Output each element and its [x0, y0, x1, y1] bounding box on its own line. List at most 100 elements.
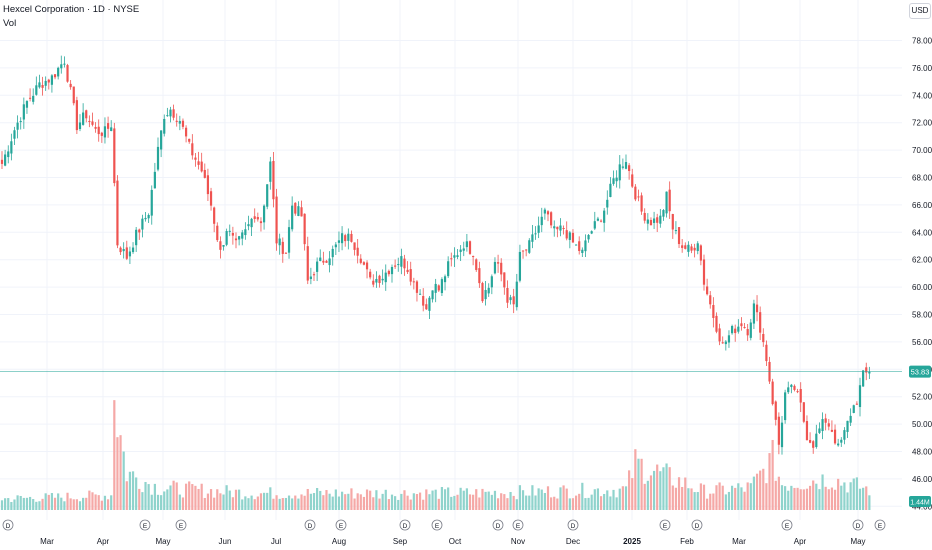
- candle-body[interactable]: [696, 243, 699, 252]
- candle-body[interactable]: [553, 226, 556, 229]
- event-marker[interactable]: [399, 519, 411, 531]
- candle-body[interactable]: [515, 281, 518, 308]
- candle-body[interactable]: [0, 159, 4, 164]
- candle-body[interactable]: [862, 370, 865, 387]
- candle-body[interactable]: [216, 225, 219, 241]
- candle-body[interactable]: [868, 371, 871, 374]
- candle-body[interactable]: [634, 186, 637, 200]
- candle-body[interactable]: [275, 196, 278, 244]
- candle-body[interactable]: [181, 120, 185, 127]
- candle-body[interactable]: [709, 295, 712, 305]
- candle-body[interactable]: [294, 202, 297, 214]
- candle-body[interactable]: [44, 80, 47, 86]
- candle-body[interactable]: [780, 422, 784, 448]
- candle-body[interactable]: [643, 212, 646, 221]
- candle-body[interactable]: [808, 439, 812, 443]
- candle-body[interactable]: [752, 303, 756, 324]
- candle-body[interactable]: [858, 385, 862, 408]
- candle-body[interactable]: [337, 240, 341, 243]
- candle-body[interactable]: [528, 240, 531, 253]
- event-marker[interactable]: [691, 519, 703, 531]
- candle-body[interactable]: [428, 297, 431, 311]
- candle-body[interactable]: [759, 312, 762, 333]
- candle-body[interactable]: [197, 161, 200, 165]
- candle-body[interactable]: [815, 433, 818, 448]
- candle-body[interactable]: [306, 246, 309, 281]
- candle-body[interactable]: [16, 122, 19, 130]
- candle-body[interactable]: [406, 269, 409, 273]
- candle-body[interactable]: [47, 79, 50, 83]
- candle-body[interactable]: [60, 64, 63, 69]
- candle-body[interactable]: [259, 221, 263, 224]
- candle-body[interactable]: [203, 169, 206, 178]
- candle-body[interactable]: [799, 388, 802, 403]
- candle-body[interactable]: [684, 245, 687, 249]
- candle-body[interactable]: [278, 238, 281, 246]
- candle-body[interactable]: [765, 344, 768, 362]
- event-marker[interactable]: [175, 519, 187, 531]
- candle-body[interactable]: [325, 260, 328, 263]
- candle-body[interactable]: [671, 214, 674, 230]
- candle-body[interactable]: [640, 195, 643, 212]
- candle-body[interactable]: [609, 183, 612, 197]
- event-marker[interactable]: [139, 519, 151, 531]
- candle-body[interactable]: [525, 249, 528, 251]
- candle-body[interactable]: [359, 258, 362, 263]
- candle-body[interactable]: [537, 225, 540, 233]
- candle-body[interactable]: [238, 236, 241, 240]
- candle-body[interactable]: [652, 218, 656, 223]
- candle-body[interactable]: [319, 257, 322, 262]
- candle-body[interactable]: [843, 430, 846, 440]
- candle-body[interactable]: [512, 296, 515, 305]
- candle-body[interactable]: [281, 241, 284, 254]
- candle-body[interactable]: [612, 178, 615, 184]
- candle-body[interactable]: [403, 258, 406, 269]
- candle-body[interactable]: [172, 109, 175, 118]
- candle-body[interactable]: [191, 143, 194, 156]
- candle-body[interactable]: [475, 259, 478, 270]
- candle-body[interactable]: [493, 261, 497, 274]
- candle-body[interactable]: [749, 322, 752, 338]
- candle-body[interactable]: [347, 233, 350, 241]
- symbol-title[interactable]: Hexcel Corporation · 1D · NYSE: [3, 4, 140, 15]
- candle-body[interactable]: [22, 104, 25, 120]
- candle-body[interactable]: [718, 328, 721, 342]
- candle-body[interactable]: [334, 244, 337, 248]
- candle-body[interactable]: [394, 265, 397, 267]
- candle-body[interactable]: [322, 260, 325, 263]
- candle-body[interactable]: [138, 229, 141, 233]
- candle-body[interactable]: [228, 230, 231, 232]
- candle-body[interactable]: [300, 207, 303, 217]
- candle-body[interactable]: [356, 247, 359, 256]
- candle-body[interactable]: [91, 121, 94, 125]
- candle-body[interactable]: [135, 229, 138, 246]
- candle-body[interactable]: [450, 258, 453, 260]
- candle-body[interactable]: [213, 207, 216, 224]
- candle-body[interactable]: [849, 415, 852, 423]
- candle-body[interactable]: [66, 65, 69, 82]
- candle-body[interactable]: [175, 120, 178, 122]
- candle-body[interactable]: [234, 238, 238, 241]
- candle-body[interactable]: [28, 97, 32, 99]
- candle-body[interactable]: [150, 189, 153, 216]
- last-price-badge[interactable]: [909, 365, 931, 378]
- candle-body[interactable]: [821, 419, 824, 432]
- candle-body[interactable]: [706, 286, 709, 295]
- candle-body[interactable]: [350, 233, 353, 242]
- candle-body[interactable]: [312, 274, 316, 276]
- last-volume-badge[interactable]: [909, 496, 931, 507]
- candle-body[interactable]: [316, 261, 319, 272]
- candle-body[interactable]: [702, 259, 706, 285]
- event-marker[interactable]: [492, 519, 504, 531]
- candle-body[interactable]: [116, 180, 119, 246]
- candle-body[interactable]: [565, 230, 568, 239]
- candle-body[interactable]: [796, 391, 799, 393]
- candle-body[interactable]: [53, 74, 57, 78]
- candle-body[interactable]: [57, 67, 60, 77]
- candle-body[interactable]: [372, 280, 375, 285]
- candle-body[interactable]: [596, 218, 600, 221]
- candle-body[interactable]: [166, 115, 169, 117]
- candle-body[interactable]: [737, 326, 740, 332]
- candle-body[interactable]: [344, 235, 347, 242]
- candle-body[interactable]: [194, 157, 197, 160]
